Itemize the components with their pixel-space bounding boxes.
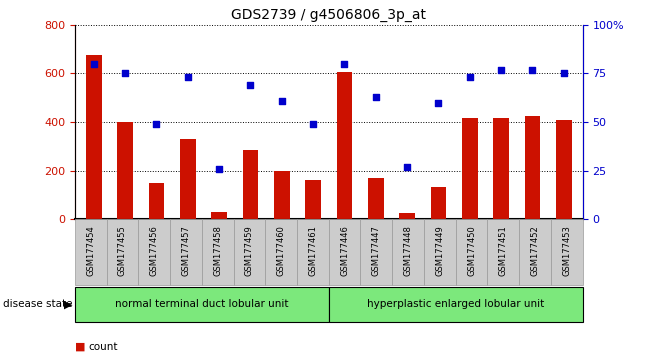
Point	[434, 100, 444, 105]
Bar	[180, 139, 195, 219]
Point	[370, 94, 381, 99]
Point	[182, 74, 193, 80]
Text: hyperplastic enlarged lobular unit: hyperplastic enlarged lobular unit	[367, 299, 544, 309]
Point	[465, 74, 475, 80]
Point	[151, 121, 161, 127]
Text: GSM177450: GSM177450	[467, 225, 476, 276]
Bar	[556, 120, 572, 219]
Bar	[243, 150, 258, 219]
Text: GSM177456: GSM177456	[150, 225, 159, 276]
Title: GDS2739 / g4506806_3p_at: GDS2739 / g4506806_3p_at	[231, 8, 426, 22]
Text: GSM177459: GSM177459	[245, 225, 254, 276]
Bar	[117, 122, 133, 219]
Text: GSM177451: GSM177451	[499, 225, 508, 276]
Text: GSM177453: GSM177453	[562, 225, 572, 276]
Text: GSM177448: GSM177448	[404, 225, 413, 276]
Text: GSM177446: GSM177446	[340, 225, 349, 276]
Bar	[525, 116, 540, 219]
Point	[559, 70, 569, 76]
Text: GSM177458: GSM177458	[213, 225, 222, 276]
Text: GSM177457: GSM177457	[182, 225, 191, 276]
Text: ■: ■	[75, 342, 85, 352]
Bar	[211, 212, 227, 219]
Text: normal terminal duct lobular unit: normal terminal duct lobular unit	[115, 299, 288, 309]
Bar	[337, 72, 352, 219]
Text: disease state: disease state	[3, 299, 73, 309]
Point	[339, 61, 350, 67]
Text: count: count	[88, 342, 117, 352]
Point	[277, 98, 287, 103]
Point	[402, 164, 412, 170]
Point	[245, 82, 256, 88]
Bar	[148, 183, 164, 219]
Text: GSM177447: GSM177447	[372, 225, 381, 276]
Text: GSM177449: GSM177449	[436, 225, 445, 276]
Point	[308, 121, 318, 127]
Bar	[368, 178, 383, 219]
Bar	[399, 213, 415, 219]
Bar	[430, 187, 447, 219]
Point	[527, 67, 538, 72]
Point	[89, 61, 99, 67]
Text: ▶: ▶	[64, 299, 72, 309]
Bar	[462, 119, 478, 219]
Text: GSM177460: GSM177460	[277, 225, 286, 276]
Text: GSM177455: GSM177455	[118, 225, 127, 276]
Bar	[274, 171, 290, 219]
Bar	[86, 55, 102, 219]
Bar	[493, 119, 509, 219]
Point	[214, 166, 224, 172]
Point	[496, 67, 506, 72]
Text: GSM177452: GSM177452	[531, 225, 540, 276]
Bar	[305, 180, 321, 219]
Text: GSM177454: GSM177454	[86, 225, 95, 276]
Text: GSM177461: GSM177461	[309, 225, 318, 276]
Point	[120, 70, 130, 76]
